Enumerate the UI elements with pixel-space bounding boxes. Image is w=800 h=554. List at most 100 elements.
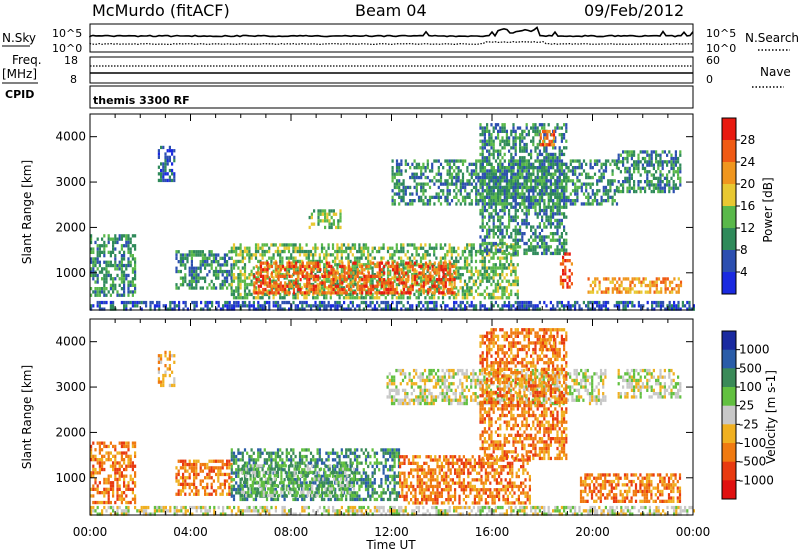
heatmap-cell bbox=[449, 281, 452, 285]
heatmap-cell bbox=[567, 179, 570, 183]
heatmap-cell bbox=[490, 300, 493, 305]
heatmap-cell bbox=[96, 260, 99, 264]
heatmap-cell bbox=[496, 289, 500, 293]
heatmap-cell bbox=[624, 166, 627, 171]
heatmap-cell bbox=[422, 279, 425, 283]
heatmap-cell bbox=[499, 179, 502, 183]
heatmap-cell bbox=[230, 263, 233, 267]
heatmap-cell bbox=[516, 232, 519, 236]
heatmap-cell bbox=[679, 307, 682, 311]
heatmap-cell bbox=[230, 256, 233, 260]
heatmap-cell bbox=[301, 307, 304, 311]
heatmap-cell bbox=[468, 249, 471, 254]
heatmap-cell bbox=[279, 307, 282, 311]
heatmap-cell bbox=[505, 296, 508, 300]
heatmap-cell bbox=[677, 173, 680, 177]
heatmap-cell bbox=[186, 283, 189, 287]
heatmap-cell bbox=[624, 307, 627, 311]
heatmap-cell bbox=[134, 283, 137, 287]
heatmap-cell bbox=[547, 152, 550, 157]
heatmap-cell bbox=[648, 153, 651, 157]
heatmap-cell bbox=[310, 222, 313, 226]
heatmap-cell bbox=[317, 261, 320, 265]
heatmap-cell bbox=[622, 183, 625, 187]
heatmap-cell bbox=[266, 274, 269, 278]
heatmap-cell bbox=[428, 169, 432, 173]
heatmap-cell bbox=[615, 185, 619, 190]
heatmap-cell bbox=[334, 278, 337, 282]
heatmap-cell bbox=[541, 172, 544, 176]
heatmap-cell bbox=[507, 263, 511, 267]
heatmap-cell bbox=[616, 290, 619, 294]
heatmap-cell bbox=[508, 179, 511, 183]
heatmap-cell bbox=[541, 235, 544, 239]
heatmap-cell bbox=[501, 146, 504, 150]
heatmap-cell bbox=[336, 269, 339, 273]
heatmap-cell bbox=[94, 273, 97, 278]
heatmap-cell bbox=[439, 304, 442, 308]
heatmap-cell bbox=[527, 205, 530, 209]
heatmap-cell bbox=[483, 182, 486, 186]
heatmap-cell bbox=[585, 185, 588, 190]
heatmap-cell bbox=[239, 249, 242, 254]
heatmap-cell bbox=[402, 185, 405, 190]
heatmap-cell bbox=[428, 195, 432, 199]
heatmap-cell bbox=[514, 202, 517, 206]
heatmap-cell bbox=[351, 296, 354, 300]
heatmap-cell bbox=[519, 146, 522, 150]
heatmap-cell bbox=[571, 159, 575, 163]
heatmap-cell bbox=[319, 219, 322, 223]
heatmap-cell bbox=[418, 264, 421, 269]
heatmap-cell bbox=[262, 287, 265, 292]
heatmap-cell bbox=[566, 252, 569, 256]
heatmap-cell bbox=[521, 185, 524, 190]
heatmap-cell bbox=[389, 307, 392, 311]
heatmap-cell bbox=[448, 243, 451, 247]
heatmap-cell bbox=[287, 256, 291, 260]
heatmap-cell bbox=[248, 304, 251, 308]
heatmap-cell bbox=[330, 291, 333, 295]
heatmap-cell bbox=[162, 145, 165, 150]
heatmap-cell bbox=[272, 269, 275, 273]
heatmap-cell bbox=[670, 163, 673, 167]
heatmap-cell bbox=[538, 225, 541, 229]
heatmap-cell bbox=[613, 179, 616, 183]
heatmap-cell bbox=[188, 266, 191, 270]
heatmap-cell bbox=[294, 256, 297, 260]
heatmap-cell bbox=[164, 165, 167, 169]
heatmap-cell bbox=[563, 205, 566, 209]
heatmap-cell bbox=[301, 246, 304, 250]
heatmap-cell bbox=[295, 271, 298, 275]
heatmap-cell bbox=[490, 133, 493, 137]
heatmap-cell bbox=[219, 266, 222, 270]
heatmap-cell bbox=[296, 246, 299, 250]
heatmap-cell bbox=[547, 235, 550, 239]
heatmap-cell bbox=[633, 189, 636, 194]
heatmap-cell bbox=[232, 296, 236, 300]
heatmap-cell bbox=[446, 271, 450, 275]
heatmap-cell bbox=[593, 199, 597, 203]
heatmap-cell bbox=[604, 307, 607, 311]
heatmap-cell bbox=[626, 170, 629, 174]
heatmap-cell bbox=[562, 285, 565, 289]
heatmap-cell bbox=[483, 159, 486, 163]
heatmap-cell bbox=[611, 280, 614, 284]
heatmap-cell bbox=[90, 240, 93, 245]
heatmap-cell bbox=[96, 280, 99, 284]
heatmap-cell bbox=[622, 163, 625, 167]
heatmap-cell bbox=[587, 172, 590, 176]
heatmap-cell bbox=[501, 273, 504, 277]
heatmap-cell bbox=[101, 300, 104, 305]
heatmap-cell bbox=[547, 195, 550, 199]
heatmap-cell bbox=[384, 304, 387, 308]
heatmap-cell bbox=[481, 212, 484, 216]
heatmap-cell bbox=[641, 186, 644, 190]
heatmap-cell bbox=[288, 281, 291, 285]
heatmap-cell bbox=[630, 176, 633, 180]
heatmap-cell bbox=[317, 209, 320, 213]
heatmap-cell bbox=[483, 136, 486, 140]
heatmap-cell bbox=[521, 129, 524, 133]
heatmap-cell bbox=[490, 139, 493, 143]
heatmap-cell bbox=[534, 149, 537, 153]
heatmap-cell bbox=[195, 269, 198, 274]
